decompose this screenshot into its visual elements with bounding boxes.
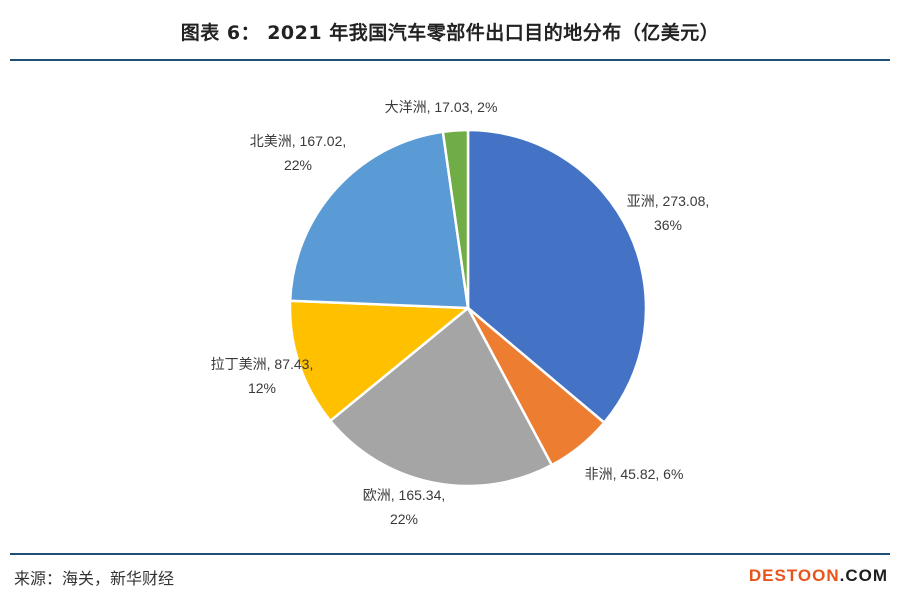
pie-slice-1 xyxy=(466,128,648,424)
top-divider xyxy=(10,59,890,61)
slice-label-3: 欧洲, 165.34, 22% xyxy=(363,487,446,527)
slice-label-1: 亚洲, 273.08, 36% xyxy=(627,193,710,233)
slice-label-5: 北美洲, 167.02, 22% xyxy=(250,133,347,173)
bottom-divider xyxy=(10,553,890,555)
pie-slice-3 xyxy=(329,306,554,488)
chart-title: 图表 6： 2021 年我国汽车零部件出口目的地分布（亿美元） xyxy=(180,22,720,44)
slice-label-4: 拉丁美洲, 87.43, 12% xyxy=(211,356,314,396)
slice-label-6: 大洋洲, 17.03, 2% xyxy=(385,99,498,115)
watermark-logo: DESTOON.COM xyxy=(749,566,888,586)
pie-slice-6 xyxy=(441,128,470,310)
watermark-tld: .COM xyxy=(839,566,888,585)
source-note: 来源：海关，新华财经 xyxy=(14,569,175,588)
slice-label-2: 非洲, 45.82, 6% xyxy=(585,466,684,482)
pie-slice-5 xyxy=(288,130,470,310)
pie-slice-4 xyxy=(288,299,470,423)
watermark-main: DESTOON xyxy=(748,566,840,585)
